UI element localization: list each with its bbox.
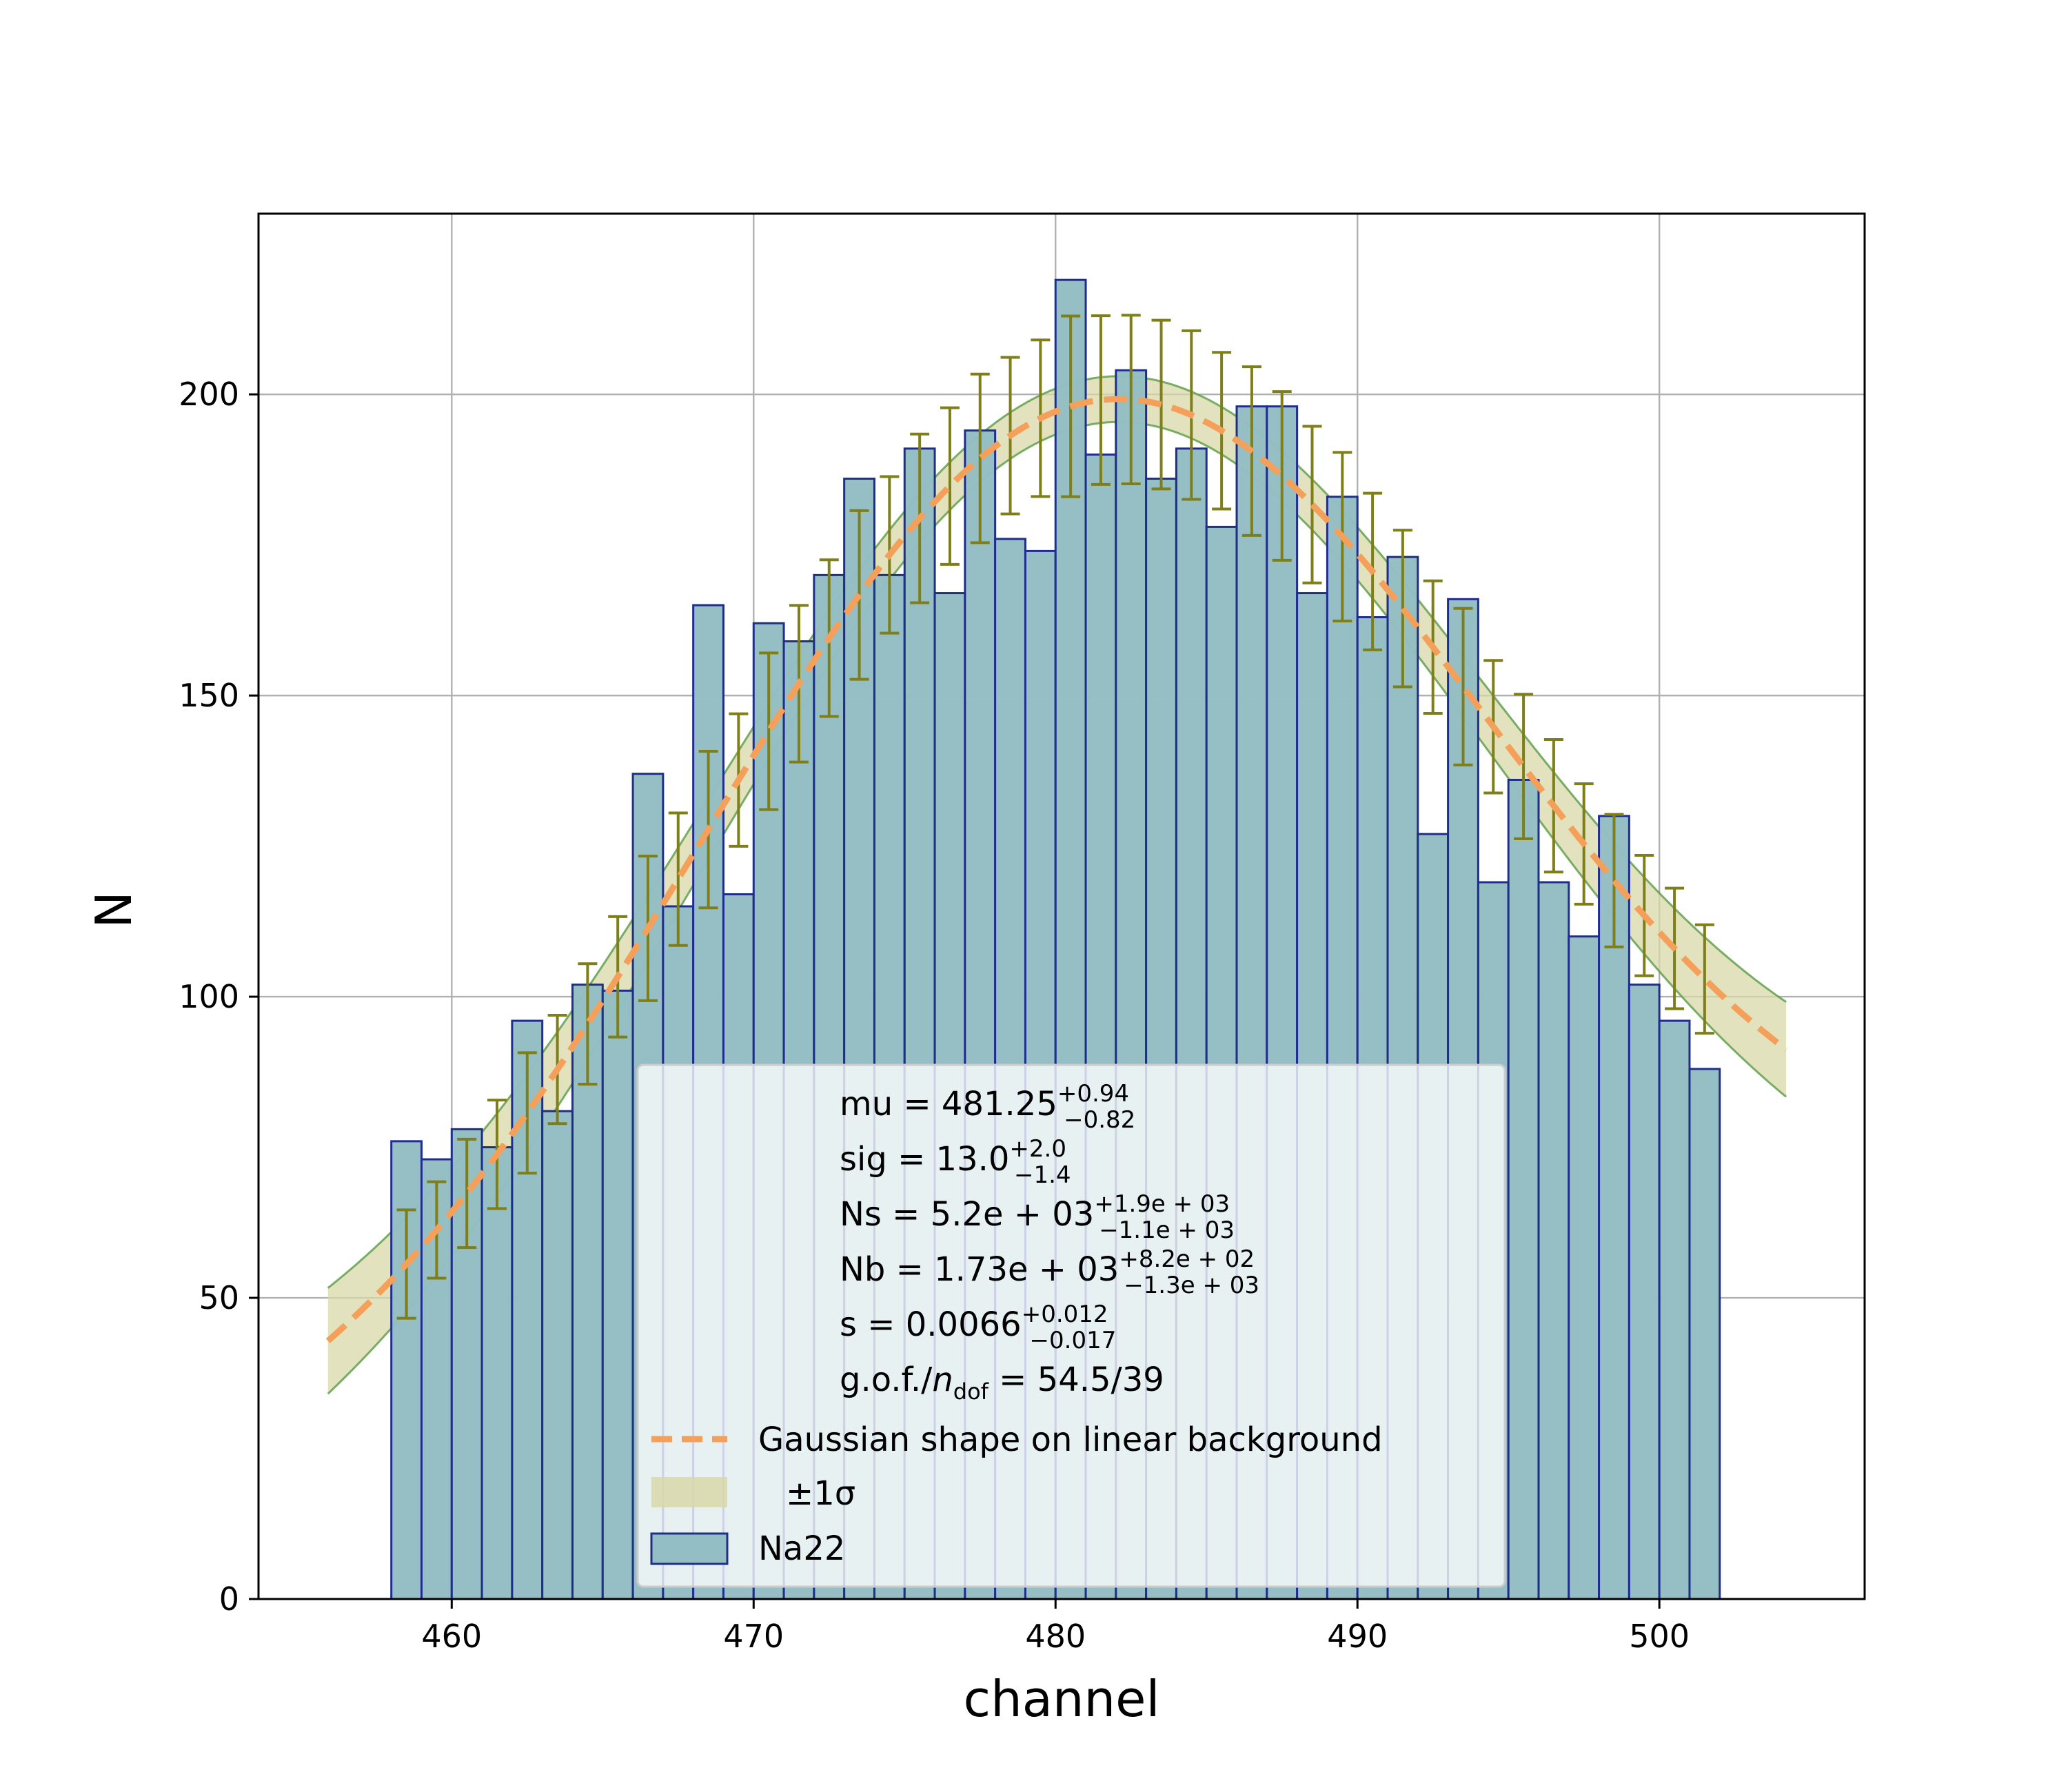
legend-param-plus: +0.012 bbox=[1022, 1301, 1108, 1328]
error-bar bbox=[1272, 390, 1292, 562]
error-bar bbox=[1151, 318, 1171, 491]
fit-line bbox=[325, 396, 1788, 1343]
histogram-bar bbox=[1537, 881, 1570, 1600]
legend-param-Nb: Nb = 1.73e + 03+8.2e + 02 −1.3e + 03 bbox=[840, 1245, 1259, 1299]
x-tick-label: 490 bbox=[1327, 1618, 1388, 1655]
x-tick-label: 480 bbox=[1025, 1618, 1086, 1655]
y-tick-label: 50 bbox=[199, 1279, 239, 1316]
x-tick-label: 500 bbox=[1629, 1618, 1690, 1655]
error-bar bbox=[970, 372, 990, 544]
error-bar bbox=[759, 651, 779, 811]
error-bar bbox=[1453, 607, 1473, 766]
y-tick-label: 150 bbox=[179, 677, 239, 714]
legend-param-plus: +0.94 bbox=[1057, 1080, 1129, 1108]
histogram-bar bbox=[480, 1146, 514, 1600]
histogram-bar bbox=[601, 989, 634, 1600]
legend-param-minus: −0.017 bbox=[1030, 1327, 1117, 1354]
histogram-bar bbox=[1568, 935, 1601, 1600]
legend-param-minus: −1.3e + 03 bbox=[1124, 1272, 1259, 1299]
legend-param-plus: +1.9e + 03 bbox=[1094, 1190, 1230, 1218]
y-tick-label: 0 bbox=[219, 1580, 239, 1618]
legend-hist-label: Na22 bbox=[758, 1529, 845, 1568]
legend-param-s: s = 0.0066+0.012 −0.017 bbox=[840, 1301, 1116, 1354]
legend-fit-label: Gaussian shape on linear background bbox=[758, 1421, 1383, 1459]
legend-band-label: ±1σ bbox=[786, 1474, 855, 1513]
error-bar bbox=[1302, 425, 1322, 584]
legend-param-plus: +8.2e + 02 bbox=[1119, 1245, 1255, 1273]
x-tick-label: 460 bbox=[421, 1618, 482, 1655]
histogram-bar bbox=[1628, 984, 1661, 1600]
legend-gof-sub: dof bbox=[953, 1378, 989, 1405]
error-bar bbox=[1604, 813, 1624, 948]
legend-hist-handle bbox=[650, 1532, 729, 1565]
legend-param-plus: +2.0 bbox=[1009, 1135, 1066, 1163]
legend-param-sig: sig = 13.0+2.0 −1.4 bbox=[840, 1135, 1071, 1189]
axis-ticks: 460 470 480 490 500 0 50 100 150 200 bbox=[179, 376, 1690, 1655]
histogram-bar bbox=[1507, 778, 1540, 1600]
error-bar bbox=[578, 962, 598, 1086]
histogram-bar bbox=[1688, 1068, 1721, 1600]
error-bar bbox=[1694, 923, 1714, 1035]
band-fill bbox=[327, 376, 1787, 1394]
legend-param-Ns: Ns = 5.2e + 03+1.9e + 03 −1.1e + 03 bbox=[840, 1190, 1235, 1244]
error-bar bbox=[1514, 693, 1534, 841]
legend-box bbox=[636, 1063, 1506, 1588]
legend-gof-n: n bbox=[932, 1361, 953, 1399]
error-bar bbox=[668, 811, 688, 947]
legend-param-minus: −1.1e + 03 bbox=[1099, 1216, 1235, 1244]
y-tick-label: 100 bbox=[179, 978, 239, 1015]
error-bar bbox=[1392, 529, 1412, 689]
error-bar bbox=[1091, 314, 1111, 486]
legend-band-handle bbox=[651, 1477, 727, 1507]
error-bar bbox=[517, 1051, 537, 1175]
y-tick-label: 200 bbox=[179, 376, 239, 413]
histogram-bar bbox=[541, 1110, 574, 1600]
legend-param-minus: −0.82 bbox=[1064, 1106, 1135, 1134]
plot-frame bbox=[257, 212, 1866, 1600]
x-tick-label: 470 bbox=[723, 1618, 784, 1655]
error-bar bbox=[940, 406, 960, 566]
y-axis-label: N bbox=[85, 891, 143, 928]
error-bar bbox=[457, 1137, 477, 1250]
legend-param-mu: mu = 481.25+0.94 −0.82 bbox=[840, 1080, 1135, 1134]
fit-curve bbox=[325, 396, 1788, 1343]
legend-gof: g.o.f./ndof = 54.5/39 bbox=[840, 1361, 1164, 1405]
histogram-bar bbox=[1658, 1019, 1691, 1600]
legend-gof-value: = 54.5/39 bbox=[989, 1361, 1164, 1399]
error-bar bbox=[1121, 314, 1141, 486]
legend-param-minus: −1.4 bbox=[1014, 1161, 1071, 1189]
x-axis-label: channel bbox=[964, 1670, 1160, 1728]
